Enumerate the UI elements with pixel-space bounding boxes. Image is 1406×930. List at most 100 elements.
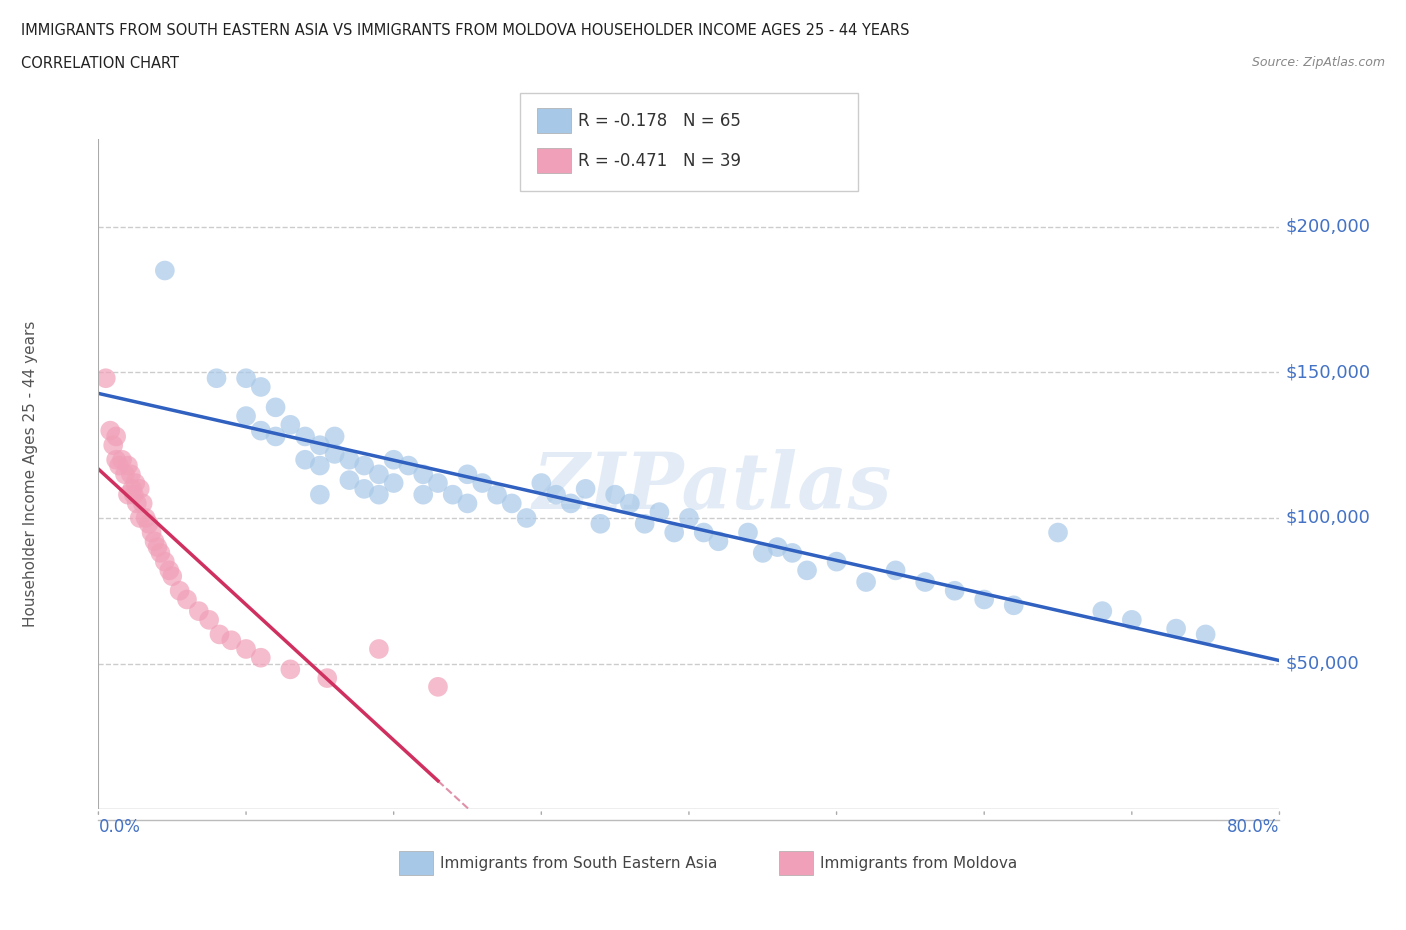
Point [515,511,537,525]
Point [737,525,759,540]
Point [943,583,966,598]
Point [353,458,375,473]
Point [1046,525,1069,540]
Point [250,650,273,665]
Text: IMMIGRANTS FROM SOUTH EASTERN ASIA VS IMMIGRANTS FROM MOLDOVA HOUSEHOLDER INCOME: IMMIGRANTS FROM SOUTH EASTERN ASIA VS IM… [21,23,910,38]
Point [1195,627,1218,642]
Point [235,408,257,423]
Point [294,452,316,467]
Point [530,475,553,490]
Point [427,475,450,490]
Point [146,539,169,554]
Point [125,496,148,511]
Text: Source: ZipAtlas.com: Source: ZipAtlas.com [1251,56,1385,69]
Point [264,429,287,444]
Text: $200,000: $200,000 [1285,218,1371,236]
Point [309,438,332,453]
Point [278,662,302,677]
Point [103,438,125,453]
Point [108,458,131,473]
Point [678,511,700,525]
Point [707,534,730,549]
Point [1164,621,1187,636]
Point [368,642,391,657]
Point [574,482,596,497]
Point [353,482,375,497]
Point [633,516,655,531]
Point [782,546,804,561]
Text: Householder Income Ages 25 - 44 years: Householder Income Ages 25 - 44 years [24,321,38,628]
Point [1091,604,1114,618]
Point [560,496,582,511]
Point [187,604,209,618]
Point [544,487,567,502]
Point [323,429,346,444]
Point [205,371,228,386]
Point [501,496,523,511]
Point [486,487,509,502]
Point [427,680,450,695]
Text: 80.0%: 80.0% [1227,818,1279,836]
Point [138,516,160,531]
Text: $150,000: $150,000 [1285,364,1371,381]
Text: $100,000: $100,000 [1285,509,1371,527]
Point [855,575,877,590]
Point [337,472,360,487]
Point [456,496,478,511]
Text: Immigrants from South Eastern Asia: Immigrants from South Eastern Asia [440,856,717,870]
Point [751,546,773,561]
Point [619,496,641,511]
Point [1002,598,1025,613]
Point [169,583,191,598]
Point [117,458,139,473]
Point [664,525,686,540]
Point [153,554,176,569]
Point [456,467,478,482]
Point [235,642,257,657]
Text: R = -0.178   N = 65: R = -0.178 N = 65 [578,112,741,130]
Point [117,487,139,502]
Point [796,563,818,578]
Point [294,429,316,444]
Point [368,467,391,482]
Text: Immigrants from Moldova: Immigrants from Moldova [820,856,1017,870]
Point [605,487,627,502]
Point [94,371,117,386]
Point [122,487,145,502]
Point [323,446,346,461]
Point [412,467,434,482]
Point [1121,613,1143,628]
Text: CORRELATION CHART: CORRELATION CHART [21,56,179,71]
Point [914,575,936,590]
Point [309,458,332,473]
Text: ZIPatlas: ZIPatlas [533,449,893,526]
Point [589,516,612,531]
Point [121,482,143,497]
Point [105,429,128,444]
Point [264,400,287,415]
Text: 0.0%: 0.0% [98,818,141,836]
Text: R = -0.471   N = 39: R = -0.471 N = 39 [578,152,741,170]
Point [382,452,405,467]
Point [235,371,257,386]
Point [153,263,176,278]
Point [693,525,716,540]
Point [135,511,157,525]
Point [382,475,405,490]
Point [250,379,273,394]
Point [143,534,166,549]
Point [132,496,155,511]
Point [128,482,150,497]
Point [198,613,221,628]
Point [98,423,121,438]
Point [124,475,146,490]
Point [368,487,391,502]
Point [120,467,142,482]
Point [309,487,332,502]
Point [441,487,464,502]
Point [278,418,302,432]
Text: $50,000: $50,000 [1285,655,1360,672]
Point [884,563,907,578]
Point [149,546,172,561]
Point [250,423,273,438]
